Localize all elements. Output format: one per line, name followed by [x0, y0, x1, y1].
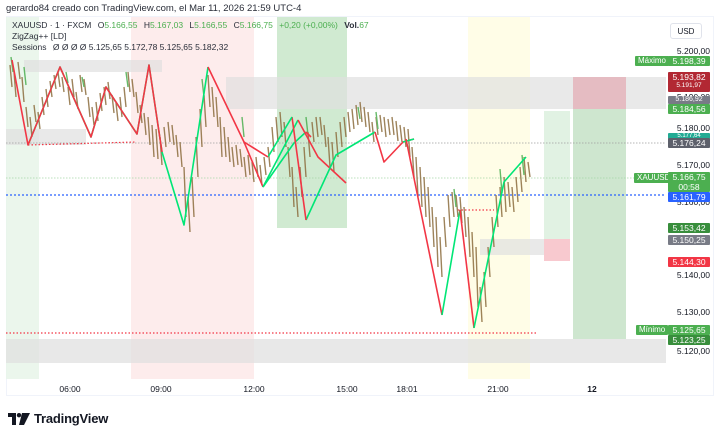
indicator-zigzag-label[interactable]: ZigZag++ [LD] — [12, 31, 67, 41]
price-tag-green: 5.184,56 — [668, 104, 710, 114]
max-label: Máximo — [635, 56, 670, 66]
indicator-sessions-label: Sessions — [12, 42, 47, 52]
price-tick: 5.120,00 — [676, 346, 710, 356]
min-price-tag: 5.125,65 — [668, 325, 710, 335]
zigzag-down-segments — [11, 59, 163, 153]
symbol-label[interactable]: XAUUSD · 1 · FXCM — [12, 20, 92, 30]
price-tag-red-2: 5.144,30 — [668, 257, 710, 267]
time-tick: 15:00 — [336, 384, 358, 394]
target-box-light-green — [544, 111, 570, 239]
indicator-sessions-row[interactable]: Sessions Ø Ø Ø Ø 5.125,65 5.172,78 5.125… — [12, 42, 369, 53]
price-tag-blue: 5.161,79 — [668, 192, 710, 202]
target-box-light-red — [544, 239, 570, 261]
bar-countdown: 00:58 — [678, 182, 700, 192]
range-box-top-left — [24, 60, 162, 72]
change-value: +0,20 (+0,00%) — [279, 20, 338, 30]
target-box-green — [573, 109, 626, 339]
price-tag-darkgreen-2: 5.123,25 — [668, 335, 710, 345]
currency-button[interactable]: USD — [670, 23, 702, 39]
price-tag-gray: 5.186,92 — [668, 96, 710, 104]
chart-plot-area[interactable] — [6, 17, 666, 379]
price-tick: 5.130,00 — [676, 307, 710, 317]
indicator-sessions-values: Ø Ø Ø Ø 5.125,65 5.172,78 5.125,65 5.182… — [52, 42, 229, 52]
time-tick: 12:00 — [243, 384, 265, 394]
open-value: 5.166,55 — [104, 20, 138, 30]
price-tag-dark: 5.176,24 — [668, 138, 710, 148]
range-box-bottom — [6, 339, 666, 363]
price-tag-red: 5.193,82 5.191,97 — [668, 72, 710, 92]
price-tag-gray-2: 5.150,25 — [668, 235, 710, 245]
price-tick: 5.140,00 — [676, 270, 710, 280]
dotted-line-red-left — [27, 141, 137, 146]
zigzag-indicator — [11, 59, 527, 329]
high-value: 5.167,03 — [149, 20, 184, 30]
tradingview-logo-icon — [8, 412, 30, 425]
last-price-tag: 5.166,75 00:58 — [668, 172, 710, 192]
volume-value: 67 — [359, 20, 369, 30]
price-tick: 5.170,00 — [676, 160, 710, 170]
chart-caption: gerardo84 creado con TradingView.com, el… — [6, 3, 302, 14]
time-tick: 18:01 — [396, 384, 418, 394]
time-tick: 06:00 — [59, 384, 81, 394]
symbol-price-label: XAUUSD — [634, 173, 674, 183]
tradingview-wordmark: TradingView — [34, 411, 109, 426]
symbol-ohlc-row: XAUUSD · 1 · FXCM O5.166,55 H5.167,03 L5… — [12, 20, 369, 30]
time-tick: 09:00 — [150, 384, 172, 394]
time-tick-day: 12 — [587, 384, 597, 394]
price-tag-teal: 5.177,64 — [668, 133, 710, 139]
tradingview-brand[interactable]: TradingView — [8, 411, 108, 426]
price-tag-darkgreen: 5.153,42 — [668, 223, 710, 233]
price-tick: 5.200,00 — [676, 46, 710, 56]
session-late-box — [468, 17, 530, 379]
chart-legend: XAUUSD · 1 · FXCM O5.166,55 H5.167,03 L5… — [12, 20, 369, 53]
time-axis[interactable]: 06:00 09:00 12:00 15:00 18:01 21:00 12 — [6, 379, 714, 396]
close-value: 5.166,75 — [239, 20, 273, 30]
price-tick: 5.180,00 — [676, 123, 710, 133]
zigzag-ny-section — [243, 116, 307, 221]
max-price-tag: 5.198,39 — [668, 56, 710, 66]
target-box-red-top — [573, 77, 626, 109]
price-tick: 5.160,00 — [676, 197, 710, 207]
price-chart — [6, 17, 666, 379]
time-tick: 21:00 — [487, 384, 509, 394]
min-label: Mínimo — [636, 325, 669, 335]
low-value: 5.166,55 — [194, 20, 228, 30]
